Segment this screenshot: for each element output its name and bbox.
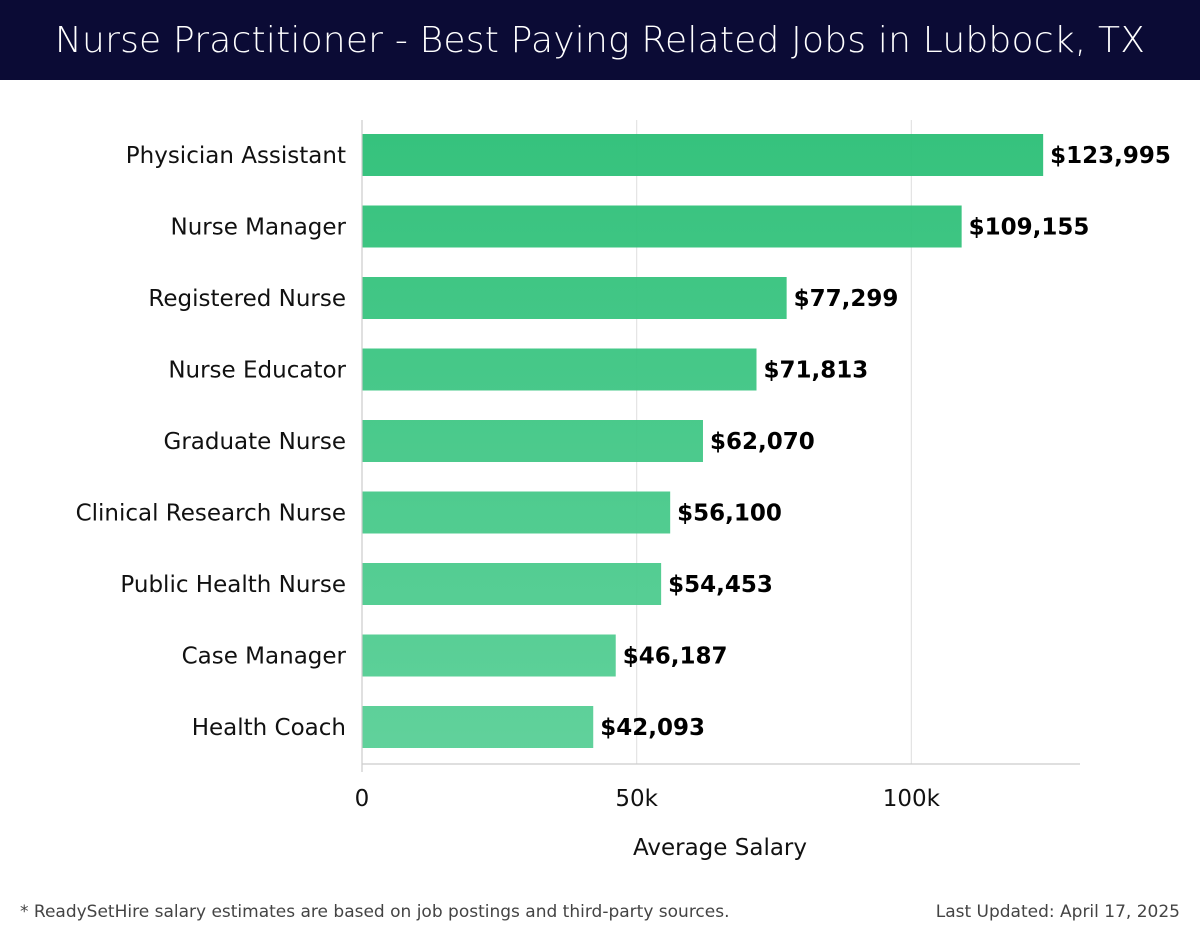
bar xyxy=(362,420,703,462)
value-label: $62,070 xyxy=(710,429,815,455)
value-label: $77,299 xyxy=(794,286,899,312)
bar xyxy=(362,491,671,534)
x-tick-label: 100k xyxy=(883,786,941,812)
category-label: Public Health Nurse xyxy=(120,572,346,598)
value-label: $123,995 xyxy=(1050,143,1171,169)
bar xyxy=(362,134,1044,176)
x-axis-label: Average Salary xyxy=(633,835,807,861)
page-title: Nurse Practitioner - Best Paying Related… xyxy=(54,19,1146,61)
category-label: Clinical Research Nurse xyxy=(76,501,346,527)
bars xyxy=(362,134,1044,748)
x-tick-label: 0 xyxy=(355,786,370,812)
bar xyxy=(362,634,616,677)
category-label: Nurse Educator xyxy=(168,358,346,384)
value-label: $42,093 xyxy=(600,715,705,741)
x-tick-label: 50k xyxy=(615,786,658,812)
footer-note: * ReadySetHire salary estimates are base… xyxy=(20,902,730,922)
bar xyxy=(362,277,787,319)
bar xyxy=(362,563,662,605)
category-label: Graduate Nurse xyxy=(164,429,347,455)
category-label: Health Coach xyxy=(192,715,346,741)
axes: 0 50k 100k Physician Assistant $123,995 Nurse… xyxy=(76,120,1171,812)
bar xyxy=(362,706,594,748)
last-updated: Last Updated: April 17, 2025 xyxy=(935,902,1180,922)
bar xyxy=(362,348,757,391)
value-label: $109,155 xyxy=(969,215,1090,241)
value-label: $46,187 xyxy=(623,644,728,670)
value-label: $71,813 xyxy=(764,358,869,384)
category-label: Physician Assistant xyxy=(126,143,346,169)
salary-bar-chart: 0 50k 100k Physician Assistant $123,995 Nurse… xyxy=(76,120,1171,861)
category-label: Registered Nurse xyxy=(148,286,346,312)
category-label: Case Manager xyxy=(182,644,347,670)
value-label: $56,100 xyxy=(677,501,782,527)
value-label: $54,453 xyxy=(668,572,773,598)
bar xyxy=(362,205,962,248)
title-bar: Nurse Practitioner - Best Paying Related… xyxy=(0,0,1200,80)
category-label: Nurse Manager xyxy=(171,215,347,241)
